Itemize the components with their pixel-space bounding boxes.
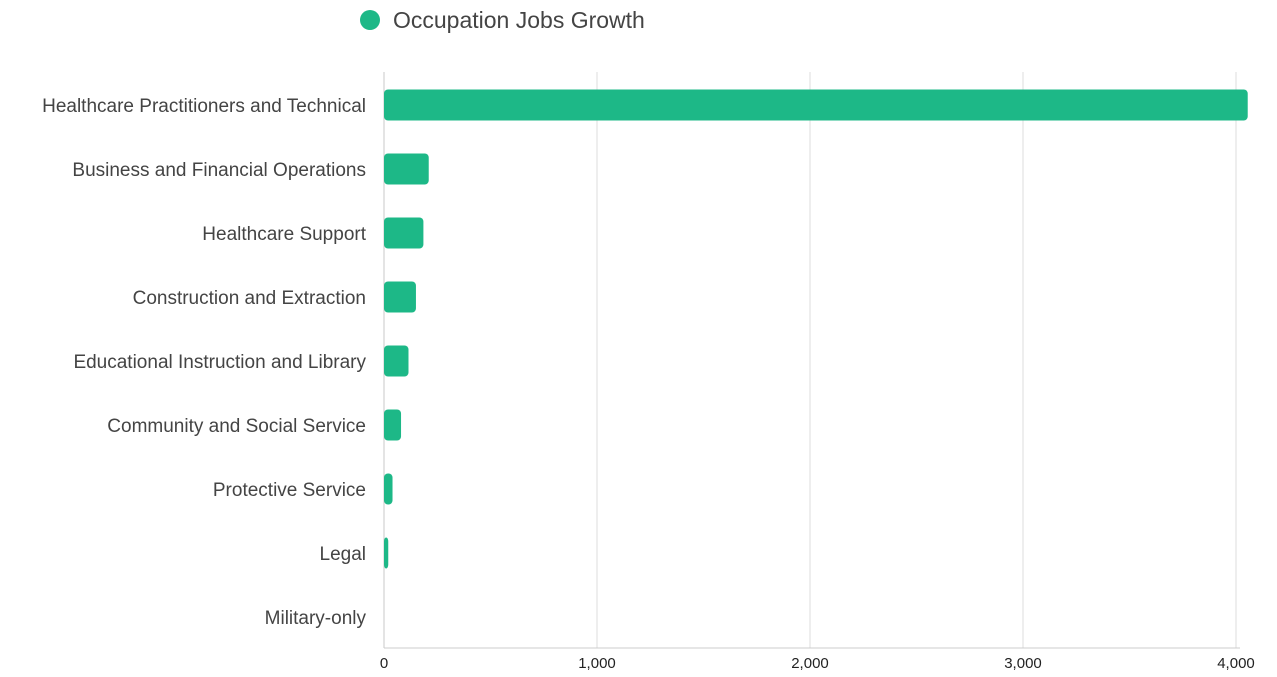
category-labels: Healthcare Practitioners and Technical Bu… [42,96,367,629]
category-label: Construction and Extraction [133,288,366,309]
category-label: Business and Financial Operations [72,160,366,181]
x-axis-tick-labels: 0 1,000 2,000 3,000 4,000 [380,655,1255,672]
x-tick-label: 4,000 [1217,655,1255,672]
legend-label: Occupation Jobs Growth [393,6,645,33]
category-label: Educational Instruction and Library [73,352,366,373]
category-label: Military-only [265,608,367,629]
bar [384,537,389,569]
bars [384,89,1248,569]
bar [384,217,424,249]
category-label: Legal [320,544,367,565]
x-tick-label: 1,000 [578,655,616,672]
legend-swatch [360,10,380,30]
category-label: Protective Service [213,480,366,501]
x-tick-label: 0 [380,655,388,672]
category-label: Community and Social Service [107,416,366,437]
bar [384,473,393,505]
bar [384,409,402,441]
bar [384,89,1248,121]
bar [384,281,416,313]
category-label: Healthcare Practitioners and Technical [42,96,366,117]
x-tick-label: 2,000 [791,655,829,672]
x-tick-label: 3,000 [1004,655,1042,672]
category-label: Healthcare Support [202,224,366,245]
bar [384,345,409,377]
bar [384,153,429,185]
gridlines [383,72,1240,649]
chart-legend: Occupation Jobs Growth [360,4,645,36]
